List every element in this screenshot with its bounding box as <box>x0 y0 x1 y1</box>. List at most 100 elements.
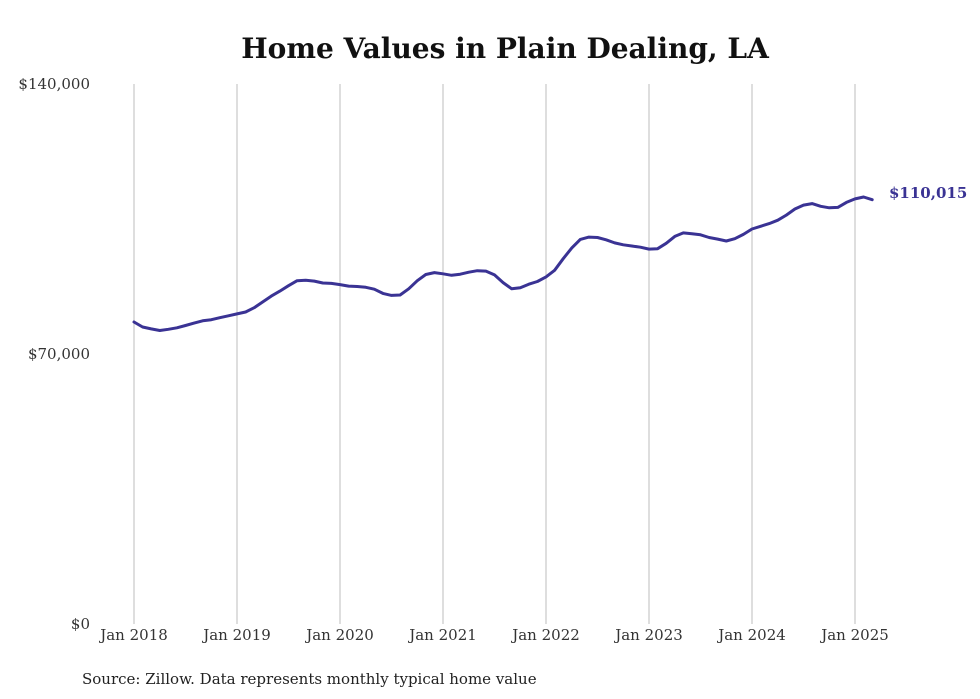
data-point <box>261 300 264 304</box>
data-point <box>218 316 221 319</box>
data-point <box>150 327 153 331</box>
data-point <box>253 306 256 309</box>
data-point <box>725 239 728 243</box>
data-point <box>287 284 290 287</box>
data-point <box>622 243 625 246</box>
data-point <box>733 237 736 240</box>
data-point <box>639 246 642 249</box>
data-point <box>742 233 745 236</box>
data-point <box>570 246 573 250</box>
data-point <box>381 292 385 295</box>
data-point <box>184 324 187 327</box>
data-point <box>467 271 470 274</box>
data-point <box>132 320 136 324</box>
data-point <box>192 321 196 325</box>
x-axis-ticks: Jan 2018 Jan 2019 Jan 2020 Jan 2021 Jan 2022… <box>98 626 889 644</box>
chart-title: Home Values in Plain Dealing, LA <box>241 32 770 65</box>
data-point <box>476 269 479 272</box>
source-note: Source: Zillow. Data represents monthly … <box>82 670 537 688</box>
data-point <box>270 294 273 298</box>
data-point <box>493 273 496 277</box>
data-point <box>416 279 419 282</box>
data-point <box>407 287 410 290</box>
series-layer <box>132 195 874 332</box>
home-value-line <box>132 195 874 332</box>
data-point <box>613 241 616 245</box>
data-point <box>510 287 513 290</box>
data-point <box>699 233 702 236</box>
data-point <box>819 205 822 208</box>
data-point <box>544 275 548 279</box>
x-tick-label: Jan 2018 <box>98 626 168 644</box>
data-point <box>665 242 668 245</box>
data-point <box>759 225 762 228</box>
data-point <box>441 272 445 275</box>
data-point <box>295 279 299 282</box>
data-point <box>450 274 453 277</box>
data-point <box>398 293 402 297</box>
data-point <box>158 329 161 332</box>
latest-value-label: $110,015 <box>889 184 967 202</box>
data-point <box>424 273 427 276</box>
gridlines <box>133 84 856 624</box>
data-point <box>536 280 539 283</box>
data-point <box>871 198 874 201</box>
data-point <box>836 206 839 209</box>
data-point <box>579 238 582 241</box>
data-point <box>356 285 359 288</box>
data-point <box>682 231 685 235</box>
data-point <box>175 326 179 329</box>
data-point <box>519 286 522 289</box>
data-point <box>141 325 144 329</box>
y-tick-label: $0 <box>71 615 90 633</box>
data-point <box>802 203 805 207</box>
data-point <box>330 282 333 285</box>
data-point <box>768 222 771 225</box>
data-point <box>390 294 393 297</box>
data-point <box>707 236 711 239</box>
data-point <box>527 283 530 286</box>
x-tick-label: Jan 2019 <box>201 626 271 644</box>
data-point <box>433 271 436 274</box>
data-point <box>167 328 170 331</box>
data-point <box>647 247 651 251</box>
data-point <box>347 284 350 288</box>
data-point <box>501 281 505 284</box>
x-tick-label: Jan 2020 <box>304 626 374 644</box>
x-tick-label: Jan 2025 <box>819 626 889 644</box>
x-tick-label: Jan 2023 <box>613 626 683 644</box>
data-point <box>750 227 754 231</box>
data-point <box>845 201 848 204</box>
data-point <box>853 197 857 201</box>
data-point <box>716 237 719 241</box>
data-point <box>364 286 367 289</box>
data-point <box>776 219 779 222</box>
data-point <box>338 283 342 286</box>
x-tick-label: Jan 2024 <box>716 626 786 644</box>
data-point <box>604 238 608 241</box>
data-point <box>227 314 230 317</box>
data-point <box>828 206 831 209</box>
data-point <box>553 269 556 272</box>
data-point <box>785 213 788 217</box>
data-point <box>321 281 324 285</box>
data-point <box>278 289 282 293</box>
data-point <box>562 257 565 260</box>
data-point <box>244 310 247 314</box>
x-tick-label: Jan 2021 <box>407 626 477 644</box>
data-point <box>596 236 599 239</box>
data-point <box>690 232 694 235</box>
y-tick-label: $70,000 <box>28 345 90 363</box>
data-point <box>630 244 633 248</box>
data-point <box>484 269 488 273</box>
x-tick-label: Jan 2022 <box>510 626 580 644</box>
data-point <box>373 288 376 291</box>
data-point <box>862 195 865 199</box>
data-point <box>656 247 659 250</box>
data-point <box>201 319 204 322</box>
data-point <box>587 235 591 239</box>
data-point <box>673 235 676 238</box>
data-point <box>304 279 307 282</box>
data-point <box>793 207 797 211</box>
